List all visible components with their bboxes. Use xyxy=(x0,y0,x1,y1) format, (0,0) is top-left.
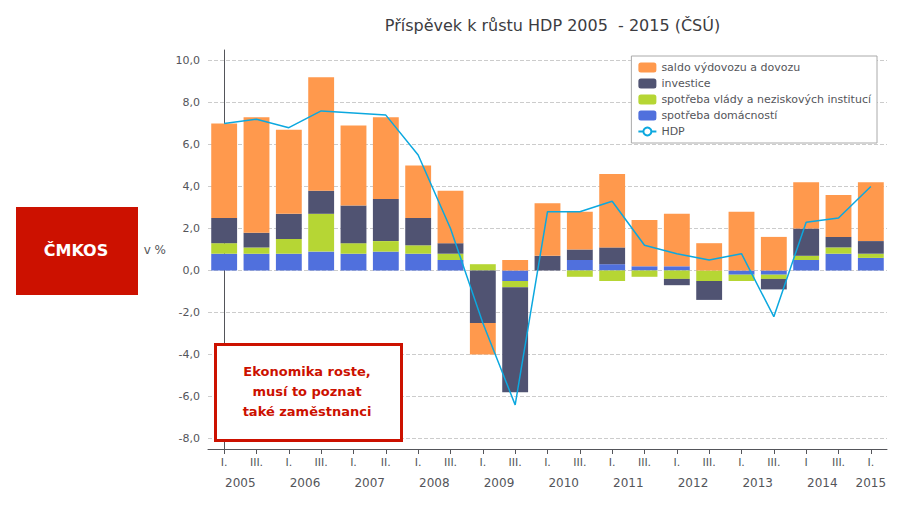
svg-text:2009: 2009 xyxy=(484,476,515,490)
svg-text:4,0: 4,0 xyxy=(183,180,201,193)
svg-text:2006: 2006 xyxy=(290,476,321,490)
svg-text:2005: 2005 xyxy=(225,476,256,490)
svg-text:spotřeba domácností: spotřeba domácností xyxy=(661,109,778,122)
svg-text:I.: I. xyxy=(609,456,616,469)
svg-text:III.: III. xyxy=(315,456,328,469)
svg-text:III.: III. xyxy=(509,456,522,469)
svg-text:I.: I. xyxy=(285,456,292,469)
svg-text:2010: 2010 xyxy=(548,476,579,490)
svg-text:I.: I. xyxy=(350,456,357,469)
svg-text:2007: 2007 xyxy=(354,476,385,490)
svg-text:III.: III. xyxy=(638,456,651,469)
svg-text:HDP: HDP xyxy=(661,125,685,138)
svg-text:také zaměstnanci: také zaměstnanci xyxy=(243,404,372,419)
svg-text:I.: I. xyxy=(479,456,486,469)
svg-text:I.: I. xyxy=(673,456,680,469)
svg-text:III.: III. xyxy=(250,456,263,469)
svg-text:ČMKOS: ČMKOS xyxy=(44,241,108,260)
svg-text:I.: I. xyxy=(738,456,745,469)
svg-text:-2,0: -2,0 xyxy=(179,306,200,319)
svg-text:saldo výdovozu a dovozu: saldo výdovozu a dovozu xyxy=(661,61,800,74)
svg-text:2014: 2014 xyxy=(807,476,838,490)
svg-text:I.: I. xyxy=(221,456,228,469)
svg-text:spotřeba vlády a neziskových i: spotřeba vlády a neziskových institucí xyxy=(661,93,872,106)
svg-text:III.: III. xyxy=(573,456,586,469)
svg-text:III.: III. xyxy=(832,456,845,469)
svg-text:Ekonomika roste,: Ekonomika roste, xyxy=(243,364,370,379)
svg-text:2015: 2015 xyxy=(856,476,887,490)
svg-text:I.: I. xyxy=(544,456,551,469)
svg-text:0,0: 0,0 xyxy=(183,264,201,277)
svg-text:Příspěvek k růstu HDP 2005 -: Příspěvek k růstu HDP 2005 - 2015 (ČSÚ) xyxy=(385,16,720,35)
svg-text:musí to poznat: musí to poznat xyxy=(252,384,361,399)
svg-text:I: I xyxy=(805,456,808,469)
svg-text:-8,0: -8,0 xyxy=(179,432,200,445)
svg-text:10,0: 10,0 xyxy=(176,54,201,67)
svg-text:-6,0: -6,0 xyxy=(179,390,200,403)
svg-text:III.: III. xyxy=(767,456,780,469)
svg-text:I.: I. xyxy=(415,456,422,469)
svg-text:2011: 2011 xyxy=(613,476,644,490)
svg-text:2012: 2012 xyxy=(678,476,709,490)
svg-text:I.: I. xyxy=(867,456,874,469)
svg-text:II.: II. xyxy=(381,456,391,469)
svg-text:III.: III. xyxy=(444,456,457,469)
svg-text:2,0: 2,0 xyxy=(183,222,201,235)
svg-text:-4,0: -4,0 xyxy=(179,348,200,361)
svg-text:v %: v % xyxy=(144,243,166,257)
svg-text:2008: 2008 xyxy=(419,476,450,490)
svg-text:8,0: 8,0 xyxy=(183,96,201,109)
svg-text:2013: 2013 xyxy=(742,476,773,490)
svg-text:investice: investice xyxy=(661,77,710,90)
svg-text:6,0: 6,0 xyxy=(183,138,201,151)
svg-text:III.: III. xyxy=(703,456,716,469)
